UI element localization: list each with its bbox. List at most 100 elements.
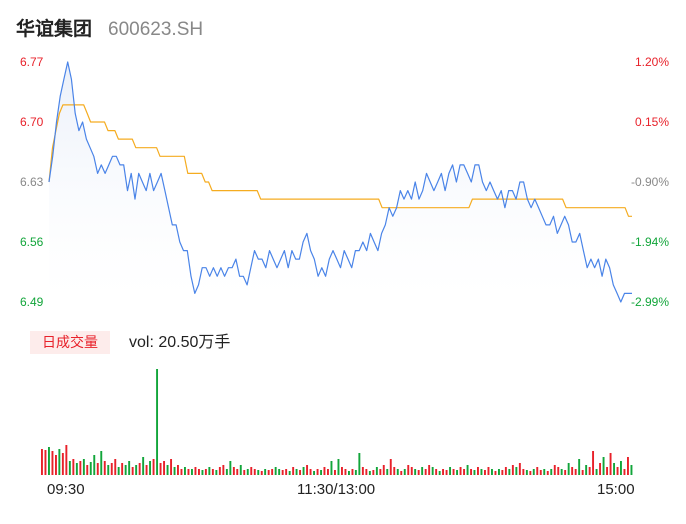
- volume-bar: [515, 467, 518, 475]
- percent-tick-label: 0.15%: [634, 115, 669, 129]
- volume-bar: [93, 455, 96, 475]
- volume-bar: [142, 457, 145, 475]
- volume-bar: [599, 463, 602, 475]
- volume-bar: [86, 465, 89, 475]
- chart-header: 华谊集团 600623.SH: [16, 14, 203, 40]
- volume-bar: [204, 469, 207, 475]
- volume-bar: [89, 462, 92, 475]
- volume-bar: [201, 470, 204, 475]
- volume-bar: [501, 470, 504, 475]
- volume-bar: [239, 465, 242, 475]
- volume-readout: vol: 20.50万手: [129, 334, 231, 351]
- volume-bar: [550, 469, 553, 475]
- volume-bar: [152, 459, 155, 475]
- volume-bar: [306, 465, 309, 475]
- volume-bar: [124, 465, 127, 475]
- volume-bar: [466, 465, 469, 475]
- volume-bar: [131, 467, 134, 475]
- volume-bar: [498, 469, 500, 475]
- volume-bar: [72, 459, 75, 475]
- percent-tick-label: 1.20%: [634, 55, 669, 69]
- volume-bar: [571, 467, 574, 475]
- volume-bar: [274, 467, 277, 475]
- volume-bar: [341, 467, 343, 475]
- volume-bar: [149, 461, 152, 475]
- price-line: [48, 61, 632, 303]
- volume-bar: [365, 469, 368, 475]
- volume-bar: [477, 467, 479, 475]
- volume-bar: [518, 463, 521, 475]
- volume-bar: [103, 461, 106, 475]
- volume-bar: [595, 469, 598, 475]
- volume-bar: [194, 467, 197, 475]
- volume-bar: [138, 463, 141, 475]
- volume-bar: [630, 465, 633, 475]
- volume-bar: [361, 467, 364, 475]
- volume-bar: [560, 469, 563, 475]
- volume-bar: [445, 470, 448, 475]
- volume-bar: [61, 453, 64, 475]
- volume-bar: [494, 471, 497, 475]
- volume-bar: [323, 467, 326, 475]
- volume-bar: [414, 469, 417, 475]
- price-tick-label: 6.70: [20, 115, 44, 129]
- volume-bar: [96, 463, 99, 475]
- volume-bar: [55, 455, 57, 475]
- volume-bar: [288, 471, 291, 475]
- time-tick-close: 15:00: [597, 481, 635, 498]
- volume-bar: [253, 469, 256, 475]
- time-tick-midday: 11:30/13:00: [297, 481, 376, 498]
- volume-bar: [557, 467, 560, 475]
- volume-bar: [320, 470, 323, 475]
- volume-bar: [229, 461, 232, 475]
- volume-bar: [602, 457, 605, 475]
- volume-bar: [578, 459, 581, 475]
- volume-bar: [438, 471, 441, 475]
- price-tick-label: 6.49: [20, 295, 44, 309]
- volume-bar: [382, 465, 385, 475]
- volume-bar: [606, 467, 609, 475]
- volume-bar: [449, 467, 452, 475]
- price-tick-label: 6.77: [20, 55, 44, 69]
- volume-bar: [295, 469, 298, 475]
- volume-bar: [623, 469, 626, 475]
- volume-bar: [393, 467, 396, 475]
- volume-bar: [368, 471, 371, 475]
- volume-bar: [539, 470, 542, 475]
- volume-bar: [82, 459, 85, 475]
- volume-bar: [421, 467, 424, 475]
- volume-bar: [121, 463, 124, 475]
- volume-bar: [403, 469, 406, 475]
- volume-bar: [156, 369, 159, 475]
- volume-bar: [334, 470, 336, 475]
- volume-bar: [620, 461, 622, 475]
- volume-bar: [208, 467, 211, 475]
- volume-bar: [313, 471, 316, 475]
- volume-bar: [159, 463, 162, 475]
- volume-bar: [452, 469, 455, 475]
- volume-bar: [128, 461, 131, 475]
- volume-bar: [532, 469, 535, 475]
- volume-bar: [470, 469, 473, 475]
- volume-bar: [75, 463, 78, 475]
- volume-bar: [435, 469, 438, 475]
- volume-bar: [428, 465, 431, 475]
- daily-volume-badge: 日成交量: [30, 331, 110, 354]
- volume-bar: [163, 461, 166, 475]
- volume-bar: [264, 469, 267, 475]
- volume-bar: [386, 469, 389, 475]
- volume-bar: [372, 470, 375, 475]
- volume-bar: [79, 461, 82, 475]
- volume-bar: [348, 471, 350, 475]
- percent-tick-label: -0.90%: [630, 175, 669, 189]
- percent-tick-label: -2.99%: [630, 295, 669, 309]
- volume-bar: [187, 469, 190, 475]
- volume-bar: [564, 470, 567, 475]
- volume-bar: [271, 469, 274, 475]
- volume-bar: [232, 467, 235, 475]
- volume-bar: [337, 459, 340, 475]
- volume-bar: [574, 469, 577, 475]
- volume-bar: [117, 467, 120, 475]
- volume-bar: [170, 459, 173, 475]
